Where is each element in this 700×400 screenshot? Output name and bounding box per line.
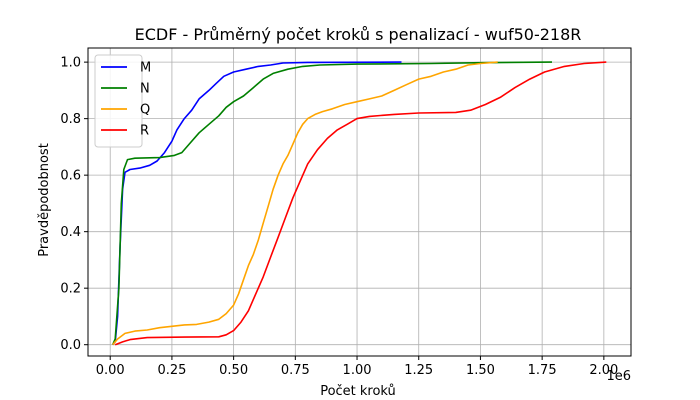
x-tick-label: 1.25 [404, 363, 433, 378]
x-axis-offset-label: 1e6 [606, 369, 631, 384]
x-tick-label: 0.25 [157, 363, 186, 378]
x-tick-label: 0.00 [96, 363, 125, 378]
x-tick-label: 0.50 [219, 363, 248, 378]
series-line-n [111, 61, 553, 346]
y-tick-label: 0.4 [60, 225, 81, 240]
x-tick-label: 1.50 [466, 363, 495, 378]
series-line-m [112, 61, 402, 346]
y-tick-label: 0.2 [60, 282, 81, 297]
y-tick-label: 0.8 [60, 112, 81, 127]
y-axis-label: Pravděpodobnost [37, 143, 52, 257]
legend-label-n: N [140, 82, 150, 97]
plot-frame [87, 47, 632, 357]
x-axis-ticks: 0.00 0.25 0.50 0.75 1.00 1.25 1.50 1.75 2.00 [96, 356, 618, 378]
series-layer [111, 61, 607, 346]
grid [88, 48, 631, 356]
y-tick-label: 0.0 [60, 338, 81, 353]
chart-title: ECDF - Průměrný počet kroků s penalizací… [135, 25, 582, 44]
y-axis-ticks: 0.0 0.2 0.4 0.6 0.8 1.0 [60, 56, 88, 353]
y-tick-label: 1.0 [60, 56, 81, 71]
legend-box [94, 54, 143, 148]
legend-label-m: M [140, 61, 151, 76]
series-line-q [112, 61, 498, 346]
x-axis-label: Počet kroků [320, 384, 396, 399]
x-tick-label: 2.00 [589, 363, 618, 378]
legend-label-r: R [140, 124, 149, 139]
x-tick-label: 1.00 [343, 363, 372, 378]
x-tick-label: 0.75 [281, 363, 310, 378]
legend-label-q: Q [140, 103, 150, 118]
x-tick-label: 1.75 [528, 363, 557, 378]
series-line-r [114, 61, 607, 346]
y-tick-label: 0.6 [60, 169, 81, 184]
